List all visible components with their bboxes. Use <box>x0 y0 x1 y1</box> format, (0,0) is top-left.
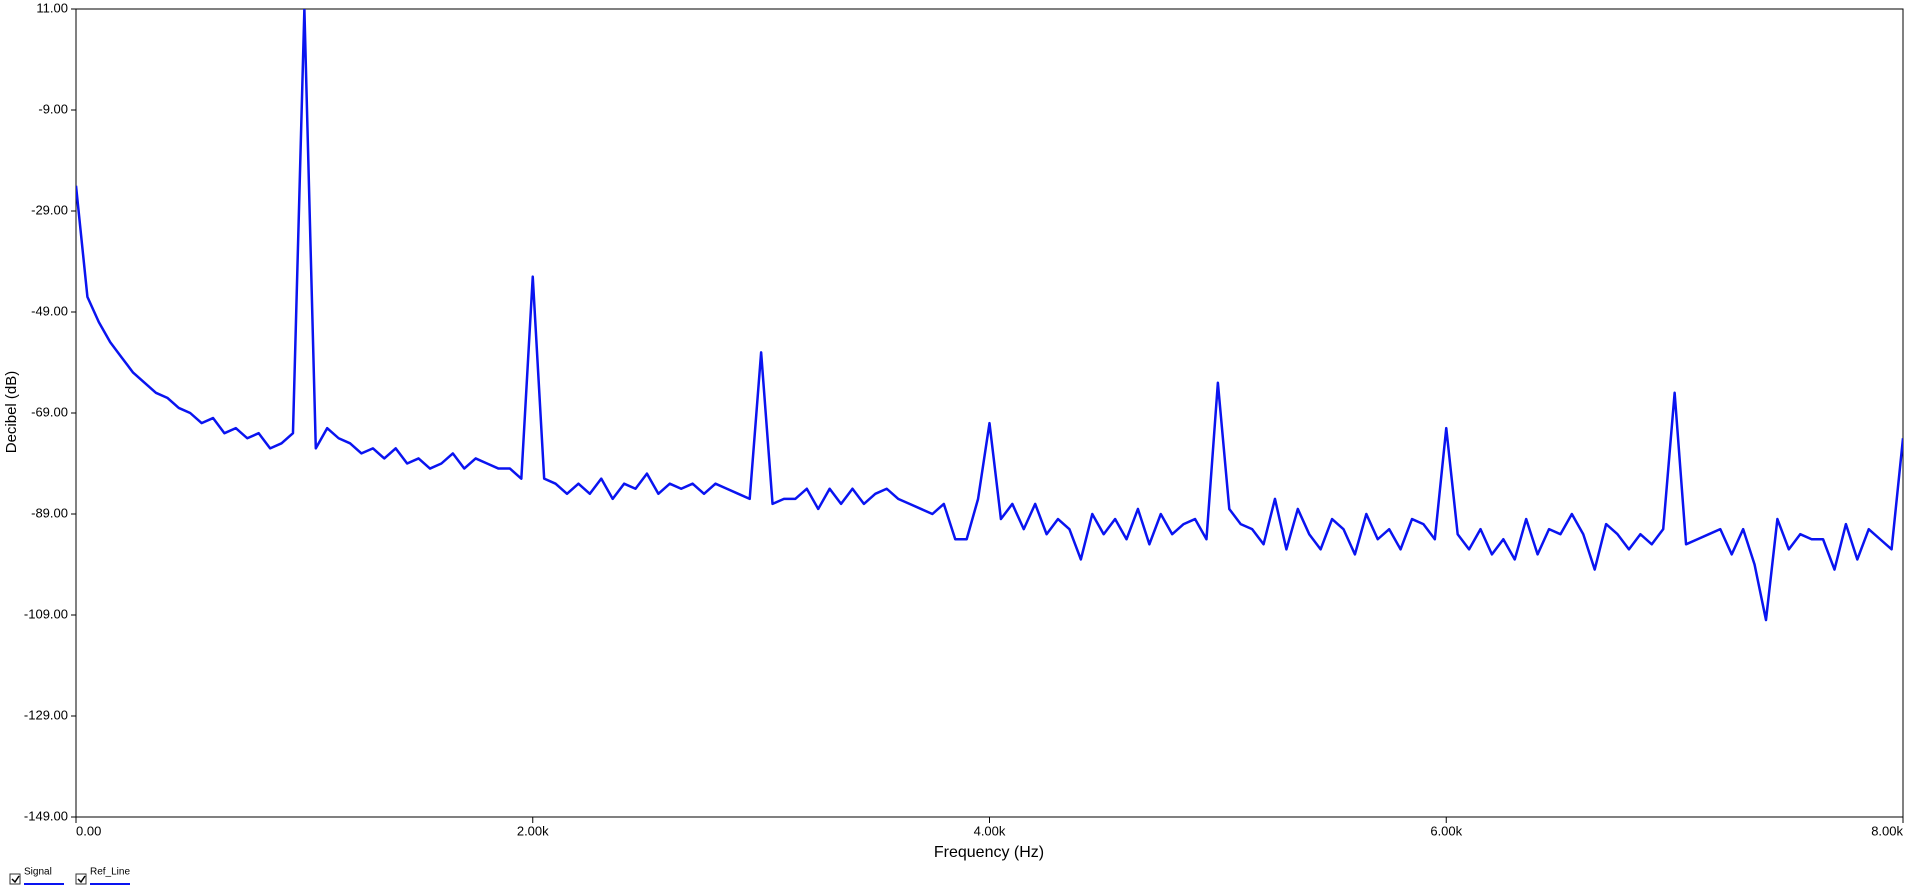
y-tick-label: -109.00 <box>24 606 68 621</box>
y-tick-label: -89.00 <box>31 505 68 520</box>
x-tick-label: 4.00k <box>974 823 1006 838</box>
legend-label: Signal <box>24 867 52 878</box>
legend-label: Ref_Line <box>90 867 130 878</box>
y-tick-label: -49.00 <box>31 303 68 318</box>
x-tick-label: 6.00k <box>1430 823 1462 838</box>
legend-check <box>11 875 20 884</box>
y-tick-label: -29.00 <box>31 202 68 217</box>
x-axis-label: Frequency (Hz) <box>934 844 1044 861</box>
plot-area <box>75 8 1904 818</box>
signal-line <box>76 9 1903 622</box>
y-tick-label: -149.00 <box>24 808 68 823</box>
y-tick-label: -69.00 <box>31 404 68 419</box>
y-tick-label: -9.00 <box>38 101 68 116</box>
x-tick-label: 0.00 <box>76 823 101 838</box>
legend: Signal Ref_Line <box>9 867 130 885</box>
y-tick-label: -129.00 <box>24 707 68 722</box>
legend-checkbox[interactable] <box>9 873 21 885</box>
legend-check <box>77 875 86 884</box>
x-tick-label: 8.00k <box>1871 823 1903 838</box>
legend-checkbox[interactable] <box>75 873 87 885</box>
x-tick-label: 2.00k <box>517 823 549 838</box>
y-axis-label: Decibel (dB) <box>3 371 20 454</box>
y-tick-label: 11.00 <box>36 0 68 15</box>
